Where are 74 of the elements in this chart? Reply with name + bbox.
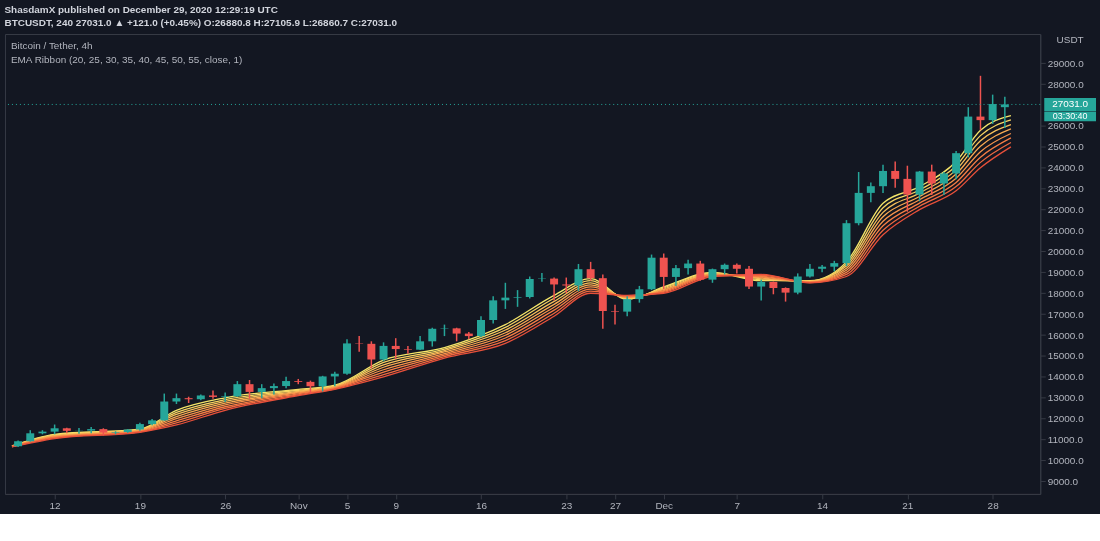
x-tick-label: 9 (393, 500, 400, 512)
candlestick (623, 295, 632, 317)
y-tick-label: 28000.0 (1047, 78, 1085, 90)
candlestick (269, 382, 278, 396)
y-tick-label: 15000.0 (1047, 350, 1085, 362)
y-tick-label: 9000.0 (1047, 475, 1079, 487)
candlestick (477, 315, 485, 338)
candlestick (391, 337, 400, 360)
candlestick (525, 275, 534, 300)
candlestick (879, 163, 887, 194)
annotation: Bitcoin / Tether, 4h (10, 39, 93, 51)
y-tick-label: 22000.0 (1047, 204, 1085, 216)
x-tick-label: 26 (220, 500, 232, 512)
y-tick-label: 24000.0 (1047, 162, 1085, 174)
y-tick-label: 20000.0 (1047, 245, 1085, 257)
x-tick-label: 19 (134, 500, 147, 512)
x-tick-label: 21 (902, 500, 914, 512)
y-tick-label: 29000.0 (1047, 57, 1085, 69)
candlestick (586, 261, 595, 282)
candlestick (221, 391, 230, 403)
candlestick (367, 340, 376, 370)
candlestick (209, 389, 217, 400)
x-tick-label: 7 (734, 500, 741, 512)
candlestick (489, 295, 498, 325)
candlestick (245, 379, 254, 400)
y-tick-label: 14000.0 (1047, 371, 1085, 383)
y-tick-label: 18000.0 (1047, 287, 1085, 299)
candlestick (793, 272, 802, 296)
x-tick-label: 5 (344, 500, 351, 512)
y-tick-label: 19000.0 (1047, 266, 1085, 278)
candlestick (403, 345, 412, 355)
x-tick-label: Nov (289, 500, 308, 512)
y-tick-label: 17000.0 (1047, 308, 1085, 320)
candlestick (355, 335, 364, 353)
y-tick-label: 16000.0 (1047, 329, 1085, 341)
candlestick (671, 264, 680, 287)
y-tick-label: 21000.0 (1047, 225, 1085, 236)
candlestick (952, 150, 961, 181)
candlestick (659, 252, 668, 290)
candlestick (866, 181, 875, 204)
annotation: EMA Ribbon (20, 25, 30, 35, 40, 45, 50, 55, close, 1) (10, 53, 243, 65)
candlestick (818, 264, 827, 274)
x-tick-label: 16 (475, 500, 488, 512)
y-tick-label: 12000.0 (1047, 413, 1085, 425)
candlestick (757, 278, 766, 302)
candlestick (574, 263, 583, 292)
candlestick (428, 326, 437, 348)
x-tick-label: Dec (655, 500, 674, 512)
y-tick-label: 11000.0 (1047, 434, 1084, 446)
x-tick-label: 23 (561, 500, 573, 512)
candlestick (939, 171, 948, 196)
candlestick (915, 170, 924, 202)
y-tick-label: 23000.0 (1047, 183, 1085, 195)
y-axis-title: USDT (1056, 33, 1084, 45)
y-tick-label: 25000.0 (1047, 141, 1085, 153)
text: 03:30:40 (1052, 111, 1088, 122)
y-tick-label: 13000.0 (1047, 392, 1085, 404)
candlestick (745, 265, 753, 290)
x-tick-label: 14 (817, 500, 829, 512)
x-tick-label: 27 (609, 500, 622, 512)
candlestick (379, 341, 388, 362)
candlestick (903, 164, 912, 213)
ref-line-label: 27031.0 (1052, 98, 1089, 110)
y-tick-label: 26000.0 (1047, 120, 1085, 132)
candlestick (611, 303, 619, 326)
candlestick (891, 160, 900, 189)
candlestick (927, 163, 936, 196)
x-tick-label: 12 (49, 500, 62, 512)
x-tick-label: 28 (987, 500, 1000, 512)
candlestick (696, 260, 705, 282)
chart-subtitle: BTCUSDT, 240 27031.0 ▲ +121.0 (+0.45%) O:26880.8 H:27105.9 L:26860.7 C:27031.0 (4, 17, 398, 29)
y-tick-label: 10000.0 (1047, 454, 1085, 466)
chart-title: ShasdamX published on December 29, 2020 12:29:19 UTC (4, 4, 278, 16)
candlestick (160, 392, 169, 422)
